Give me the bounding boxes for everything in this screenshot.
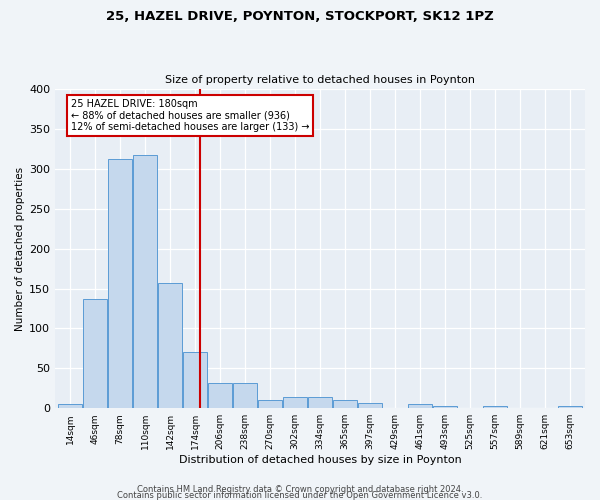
Bar [308,397,332,408]
Bar [333,400,357,408]
X-axis label: Distribution of detached houses by size in Poynton: Distribution of detached houses by size … [179,455,461,465]
Bar [158,283,182,408]
Bar [408,404,432,408]
Bar [283,397,307,408]
Bar [483,406,507,408]
Bar [133,156,157,408]
Bar [108,160,132,408]
Bar [58,404,82,408]
Text: 25, HAZEL DRIVE, POYNTON, STOCKPORT, SK12 1PZ: 25, HAZEL DRIVE, POYNTON, STOCKPORT, SK1… [106,10,494,23]
Bar [183,352,207,408]
Y-axis label: Number of detached properties: Number of detached properties [15,166,25,330]
Text: Contains public sector information licensed under the Open Government Licence v3: Contains public sector information licen… [118,491,482,500]
Title: Size of property relative to detached houses in Poynton: Size of property relative to detached ho… [165,76,475,86]
Bar [258,400,282,408]
Bar [358,402,382,408]
Bar [433,406,457,408]
Bar [233,382,257,408]
Bar [83,299,107,408]
Text: Contains HM Land Registry data © Crown copyright and database right 2024.: Contains HM Land Registry data © Crown c… [137,485,463,494]
Bar [208,382,232,408]
Text: 25 HAZEL DRIVE: 180sqm
← 88% of detached houses are smaller (936)
12% of semi-de: 25 HAZEL DRIVE: 180sqm ← 88% of detached… [71,98,310,132]
Bar [558,406,582,408]
